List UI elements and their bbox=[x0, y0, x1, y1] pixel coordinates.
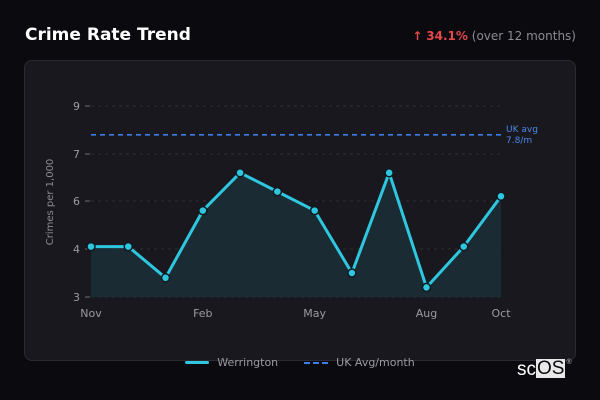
data-point[interactable] bbox=[347, 268, 357, 278]
uk-avg-label-2: 7.8/m bbox=[506, 136, 532, 146]
y-axis-label: Crimes per 1,000 bbox=[45, 159, 56, 246]
legend-swatch-dashed bbox=[304, 361, 329, 364]
data-point[interactable] bbox=[198, 205, 208, 216]
y-tick-label: 9 bbox=[73, 100, 80, 113]
data-point[interactable] bbox=[384, 168, 394, 178]
data-point[interactable] bbox=[421, 282, 432, 293]
x-tick-label: Aug bbox=[416, 307, 437, 320]
x-tick-label: May bbox=[303, 307, 326, 320]
y-tick-label: 3 bbox=[73, 291, 80, 304]
data-point[interactable] bbox=[309, 205, 320, 216]
series-area bbox=[91, 172, 501, 297]
change-note: (over 12 months) bbox=[471, 29, 576, 43]
uk-avg-label-1: UK avg bbox=[506, 125, 538, 135]
x-tick-label: Feb bbox=[193, 307, 212, 320]
data-point[interactable] bbox=[123, 241, 134, 252]
y-tick-label: 4 bbox=[73, 243, 80, 256]
x-tick-label: Oct bbox=[491, 307, 511, 320]
legend-label: UK Avg/month bbox=[336, 356, 415, 369]
y-tick-label: 7 bbox=[73, 148, 80, 161]
y-tick-label: 6 bbox=[73, 195, 80, 208]
up-arrow-icon: ↑ bbox=[412, 29, 423, 43]
scos-logo: sc OS ® bbox=[517, 359, 572, 381]
data-point[interactable] bbox=[235, 168, 245, 178]
data-point[interactable] bbox=[272, 186, 283, 197]
logo-reg: ® bbox=[566, 359, 572, 366]
trend-change: ↑ 34.1% (over 12 months) bbox=[412, 29, 576, 43]
data-points bbox=[86, 168, 506, 293]
logo-box: OS bbox=[536, 358, 566, 379]
legend-swatch-solid bbox=[185, 361, 210, 364]
x-axis: Nov Feb May Aug Oct bbox=[80, 307, 511, 320]
data-point[interactable] bbox=[458, 241, 469, 252]
legend: Werrington UK Avg/month bbox=[0, 356, 600, 369]
change-value: 34.1% bbox=[426, 29, 468, 43]
data-point[interactable] bbox=[496, 191, 506, 202]
page-title: Crime Rate Trend bbox=[25, 25, 191, 45]
data-point[interactable] bbox=[160, 273, 171, 283]
legend-item-werrington[interactable]: Werrington bbox=[185, 356, 278, 369]
legend-label: Werrington bbox=[217, 356, 279, 369]
series-line-werrington bbox=[91, 171, 503, 289]
data-point[interactable] bbox=[86, 241, 96, 252]
logo-text: sc bbox=[517, 359, 536, 380]
legend-item-uk-avg[interactable]: UK Avg/month bbox=[304, 356, 415, 369]
x-tick-label: Nov bbox=[80, 307, 102, 320]
y-axis: 3 4 6 7 9 bbox=[73, 100, 90, 304]
